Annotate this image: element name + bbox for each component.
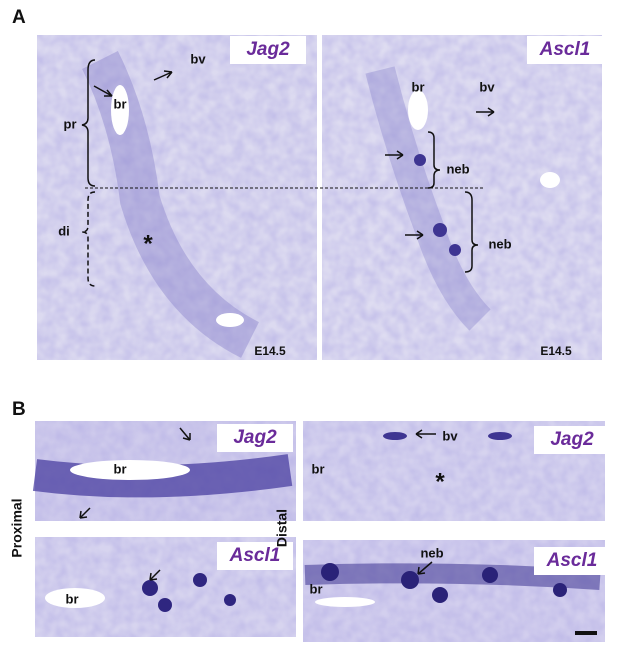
annotation: neb	[446, 161, 469, 176]
annotation: *	[435, 468, 445, 495]
gene-label-box	[230, 36, 306, 64]
panel-label: B	[12, 399, 26, 420]
annotation: di	[58, 223, 70, 238]
annotation: *	[143, 230, 153, 257]
annotation-marks	[79, 59, 495, 581]
stage-label: E14.5	[254, 344, 286, 358]
gene-label: Jag2	[246, 39, 290, 60]
gene-label: Jag2	[233, 427, 277, 448]
annotation: br	[66, 591, 79, 606]
tissue-images	[32, 35, 605, 642]
annotation: bv	[479, 79, 495, 94]
gene-label: Ascl1	[229, 545, 281, 566]
gene-label-box	[527, 36, 603, 64]
gene-label: Ascl1	[546, 550, 598, 571]
annotation: bv	[190, 51, 206, 66]
panel-label: A	[12, 7, 26, 28]
annotation: br	[312, 461, 325, 476]
gene-label-box	[534, 547, 610, 575]
scale-bar	[575, 631, 597, 635]
gene-label-box	[217, 542, 293, 570]
row-label: Distal	[274, 509, 290, 547]
stage-label: E14.5	[540, 344, 572, 358]
gene-label-box	[217, 424, 293, 452]
annotation: pr	[64, 116, 77, 131]
annotation: br	[412, 79, 425, 94]
annotation: bv	[442, 428, 458, 443]
annotation: neb	[488, 236, 511, 251]
annotation: neb	[420, 545, 443, 560]
annotation: br	[310, 581, 323, 596]
gene-label-box	[534, 426, 610, 454]
row-label: Proximal	[9, 498, 25, 557]
annotation: br	[114, 461, 127, 476]
gene-label: Jag2	[550, 429, 594, 450]
annotation: br	[114, 96, 127, 111]
gene-label: Ascl1	[539, 39, 591, 60]
